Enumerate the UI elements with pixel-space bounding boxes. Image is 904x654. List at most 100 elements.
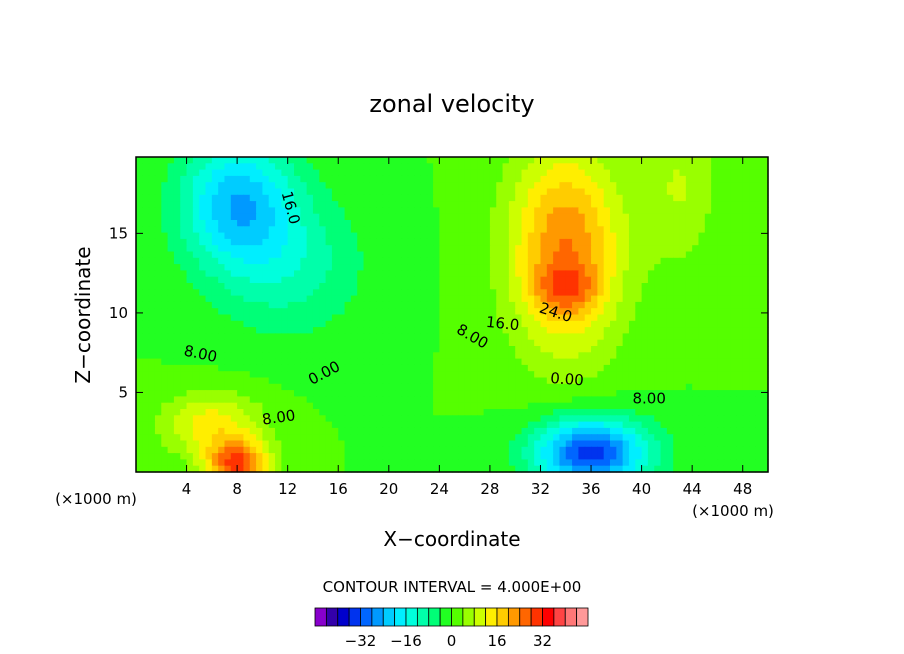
heatmap-cell	[458, 383, 466, 391]
heatmap-cell	[161, 283, 169, 290]
heatmap-cell	[654, 377, 662, 385]
heatmap-cell	[401, 409, 409, 416]
heatmap-cell	[458, 238, 466, 246]
heatmap-cell	[761, 327, 769, 334]
heatmap-cell	[414, 308, 421, 316]
heatmap-cell	[363, 295, 371, 303]
heatmap-cell	[736, 213, 744, 221]
heatmap-cell	[515, 213, 523, 221]
heatmap-cell	[382, 182, 390, 190]
heatmap-cell	[186, 308, 194, 316]
heatmap-cell	[578, 352, 586, 360]
heatmap-cell	[249, 220, 257, 227]
heatmap-cell	[205, 194, 213, 202]
heatmap-cell	[388, 339, 396, 347]
heatmap-cell	[502, 415, 510, 423]
heatmap-cell	[186, 320, 194, 328]
heatmap-cell	[654, 207, 662, 215]
heatmap-cell	[224, 289, 232, 297]
heatmap-cell	[692, 169, 700, 177]
heatmap-cell	[401, 226, 409, 234]
heatmap-cell	[331, 201, 339, 208]
heatmap-cell	[730, 339, 737, 347]
heatmap-cell	[546, 371, 554, 379]
heatmap-cell	[654, 364, 662, 372]
heatmap-cell	[325, 465, 333, 473]
heatmap-cell	[363, 314, 371, 322]
heatmap-cell	[319, 402, 327, 410]
heatmap-cell	[578, 346, 586, 353]
heatmap-cell	[262, 383, 270, 391]
heatmap-cell	[730, 295, 737, 303]
heatmap-cell	[363, 308, 371, 316]
heatmap-cell	[647, 421, 655, 429]
heatmap-cell	[142, 245, 150, 253]
heatmap-cell	[723, 232, 731, 240]
heatmap-cell	[597, 377, 605, 385]
heatmap-cell	[230, 220, 238, 227]
heatmap-cell	[546, 207, 554, 215]
heatmap-cell	[395, 194, 403, 202]
heatmap-cell	[319, 194, 327, 202]
heatmap-cell	[698, 238, 706, 246]
heatmap-cell	[287, 427, 295, 435]
heatmap-cell	[154, 276, 162, 284]
heatmap-cell	[559, 220, 567, 227]
heatmap-cell	[224, 213, 232, 221]
heatmap-cell	[180, 213, 188, 221]
heatmap-cell	[616, 371, 624, 379]
heatmap-cell	[673, 213, 681, 221]
heatmap-cell	[243, 251, 251, 259]
heatmap-cell	[610, 157, 617, 164]
heatmap-cell	[142, 283, 150, 290]
heatmap-cell	[489, 327, 497, 334]
heatmap-cell	[173, 346, 181, 353]
heatmap-cell	[483, 453, 491, 460]
heatmap-cell	[224, 415, 232, 423]
heatmap-cell	[647, 283, 655, 290]
heatmap-cell	[268, 207, 276, 215]
heatmap-cell	[186, 188, 194, 196]
heatmap-cell	[641, 415, 649, 423]
heatmap-cell	[452, 207, 459, 215]
heatmap-cell	[262, 465, 270, 473]
heatmap-cell	[673, 226, 681, 234]
heatmap-cell	[647, 333, 655, 341]
heatmap-cell	[597, 453, 605, 460]
heatmap-cell	[597, 157, 605, 164]
heatmap-cell	[312, 415, 320, 423]
heatmap-cell	[256, 226, 263, 234]
heatmap-cell	[148, 175, 156, 183]
heatmap-cell	[414, 289, 421, 297]
heatmap-cell	[723, 289, 731, 297]
heatmap-cell	[761, 220, 769, 227]
heatmap-cell	[679, 409, 687, 416]
heatmap-cell	[578, 201, 586, 208]
heatmap-cell	[692, 383, 700, 391]
heatmap-cell	[142, 232, 150, 240]
heatmap-cell	[199, 415, 207, 423]
heatmap-cell	[376, 390, 384, 397]
heatmap-cell	[249, 226, 257, 234]
heatmap-cell	[761, 421, 769, 429]
heatmap-cell	[666, 238, 674, 246]
heatmap-cell	[692, 446, 700, 454]
heatmap-cell	[148, 301, 156, 309]
heatmap-cell	[515, 270, 523, 278]
heatmap-cell	[723, 245, 731, 253]
heatmap-cell	[180, 276, 188, 284]
heatmap-cell	[186, 396, 194, 404]
heatmap-cell	[477, 257, 485, 265]
heatmap-cell	[723, 251, 731, 259]
heatmap-cell	[534, 396, 542, 404]
heatmap-cell	[312, 446, 320, 454]
heatmap-cell	[660, 308, 668, 316]
heatmap-cell	[496, 440, 504, 448]
heatmap-cell	[666, 446, 674, 454]
heatmap-cell	[319, 257, 327, 265]
heatmap-cell	[704, 157, 712, 164]
heatmap-cell	[312, 364, 320, 372]
heatmap-cell	[154, 402, 162, 410]
heatmap-cell	[414, 427, 421, 435]
heatmap-cell	[711, 301, 719, 309]
